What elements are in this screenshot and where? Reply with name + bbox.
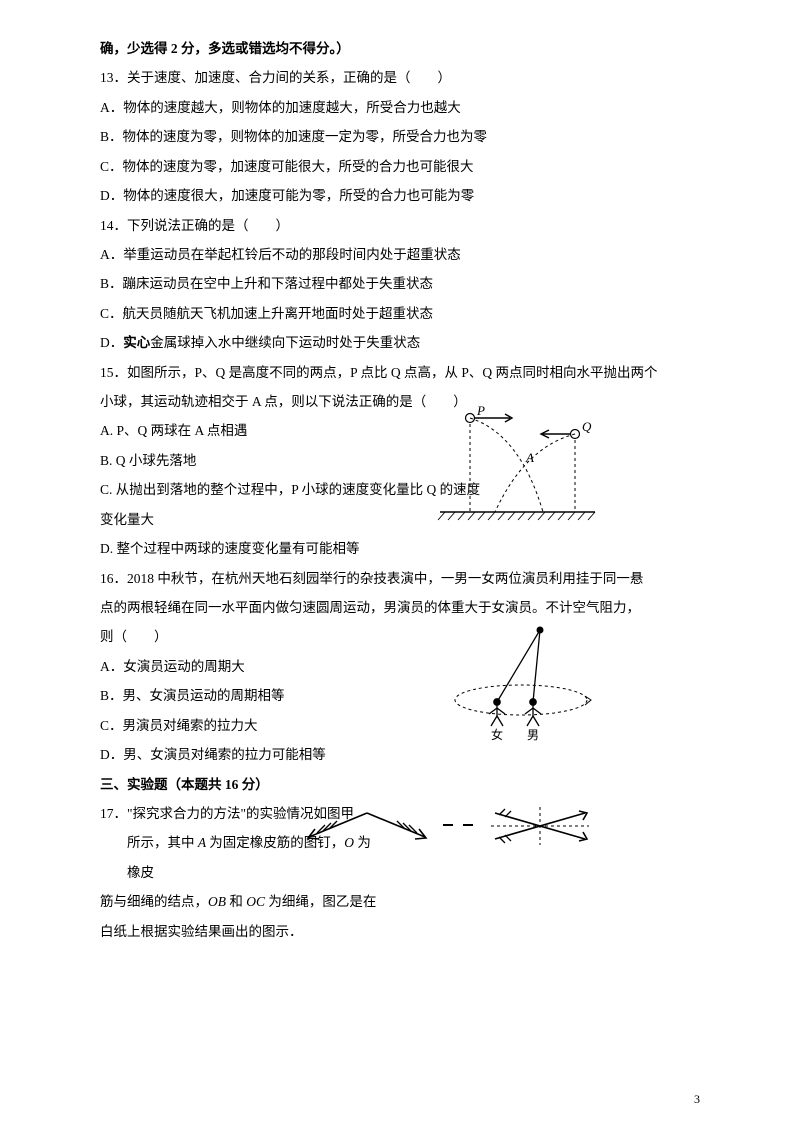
q13-opt-D: D．物体的速度很大，加速度可能为零，所受的合力也可能为零 — [100, 181, 700, 210]
svg-text:Q: Q — [582, 419, 592, 434]
q16-stem-2: 点的两根轻绳在同一水平面内做匀速圆周运动，男演员的体重大于女演员。不计空气阻力， — [100, 593, 700, 622]
q15-figure: P Q A — [435, 404, 600, 524]
svg-text:P: P — [476, 404, 485, 418]
q13-stem: 13．关于速度、加速度、合力间的关系，正确的是（ ） — [100, 63, 700, 92]
svg-text:男: 男 — [527, 728, 539, 742]
q13-opt-A: A．物体的速度越大，则物体的加速度越大，所受合力也越大 — [100, 93, 700, 122]
q17-line4: 筋与细绳的结点，OB 和 OC 为细绳，图乙是在 — [100, 887, 700, 916]
svg-text:女: 女 — [491, 727, 503, 742]
q16-opt-B: B．男、女演员运动的周期相等 — [100, 681, 700, 710]
q15-stem-1: 15．如图所示，P、Q 是高度不同的两点，P 点比 Q 点高，从 P、Q 两点同… — [100, 358, 700, 387]
q16-opt-D: D．男、女演员对绳索的拉力可能相等 — [100, 740, 700, 769]
q17-figure — [295, 803, 600, 849]
q15-opt-B: B. Q 小球先落地 — [100, 446, 700, 475]
q17-line5: 白纸上根据实验结果画出的图示． — [100, 917, 700, 946]
q15-opt-A: A. P、Q 两球在 A 点相遇 — [100, 416, 700, 445]
q17-line3: 橡皮 — [100, 858, 700, 887]
q14-stem: 14．下列说法正确的是（ ） — [100, 211, 700, 240]
q14-opt-B: B．蹦床运动员在空中上升和下落过程中都处于失重状态 — [100, 269, 700, 298]
q15-opt-D: D. 整个过程中两球的速度变化量有可能相等 — [100, 534, 700, 563]
q13-opt-B: B．物体的速度为零，则物体的加速度一定为零，所受合力也为零 — [100, 122, 700, 151]
q16-stem-1: 16．2018 中秋节，在杭州天地石刻园举行的杂技表演中，一男一女两位演员利用挂… — [100, 564, 700, 593]
q15-opt-C2: 变化量大 — [100, 505, 700, 534]
svg-text:A: A — [525, 450, 534, 465]
q14-opt-D: D．实心金属球掉入水中继续向下运动时处于失重状态 — [100, 328, 700, 357]
q14-opt-A: A．举重运动员在举起杠铃后不动的那段时间内处于超重状态 — [100, 240, 700, 269]
q13-opt-C: C．物体的速度为零，加速度可能很大，所受的合力也可能很大 — [100, 152, 700, 181]
q15-opt-C: C. 从抛出到落地的整个过程中，P 小球的速度变化量比 Q 的速度 — [100, 475, 700, 504]
section-3-heading: 三、实验题（本题共 16 分） — [100, 770, 700, 799]
q14-opt-C: C．航天员随航天飞机加速上升离开地面时处于超重状态 — [100, 299, 700, 328]
q16-figure: 女 男 — [445, 622, 600, 742]
header-note: 确，少选得 2 分，多选或错选均不得分。） — [100, 34, 700, 63]
page-number: 3 — [694, 1086, 700, 1112]
q16-opt-C: C．男演员对绳索的拉力大 — [100, 711, 700, 740]
q15-stem-2: 小球，其运动轨迹相交于 A 点，则以下说法正确的是（ ） — [100, 387, 700, 416]
q16-stem-3: 则（ ） — [100, 622, 700, 651]
q16-opt-A: A．女演员运动的周期大 — [100, 652, 700, 681]
